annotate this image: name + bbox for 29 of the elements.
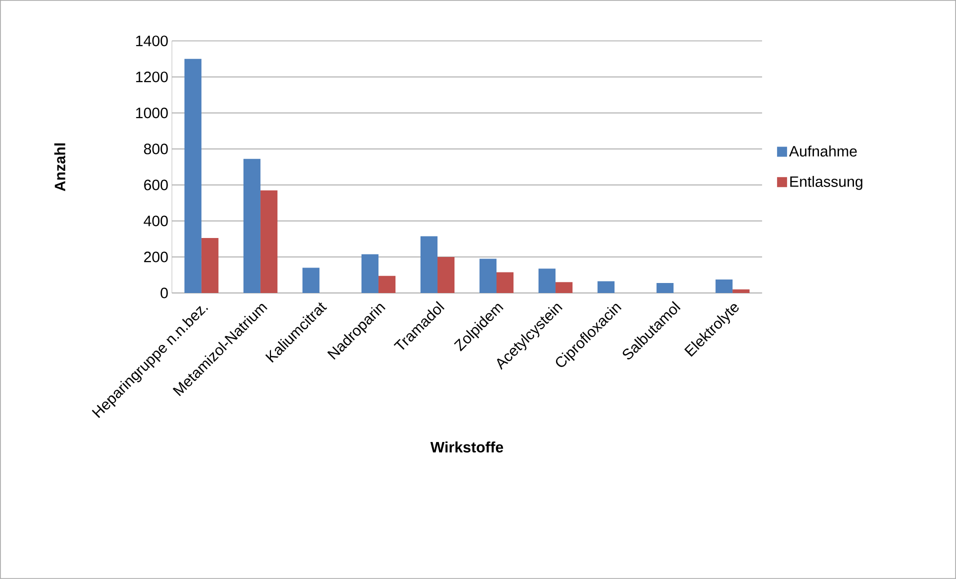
bar: [598, 281, 615, 293]
y-tick-label: 1000: [136, 108, 168, 118]
legend-label: Aufnahme: [789, 146, 857, 157]
bar: [480, 258, 497, 293]
bar: [437, 256, 454, 293]
bar: [201, 238, 218, 293]
bar: [496, 272, 514, 293]
y-tick-label: 1400: [136, 36, 168, 46]
bar: [361, 254, 378, 293]
bar: [420, 236, 438, 293]
y-tick-label: 400: [144, 216, 168, 226]
bar: [656, 283, 674, 293]
bar: [378, 276, 396, 293]
y-axis-title: Anzahl: [54, 143, 66, 192]
y-tick-label: 800: [144, 144, 168, 154]
x-axis-title: Wirkstoffe: [430, 442, 504, 453]
bar: [732, 289, 750, 293]
bar: [302, 268, 320, 293]
bar: [260, 190, 278, 293]
y-tick-label: 0: [160, 288, 168, 298]
bar: [243, 158, 260, 293]
bar: [184, 58, 202, 293]
y-tick-label: 1200: [136, 72, 168, 82]
y-tick-label: 200: [144, 252, 168, 262]
y-tick-label: 600: [144, 180, 168, 190]
bar: [556, 282, 573, 293]
bar: [716, 279, 733, 293]
legend-label: Entlassung: [790, 176, 862, 190]
bar: [538, 268, 556, 293]
